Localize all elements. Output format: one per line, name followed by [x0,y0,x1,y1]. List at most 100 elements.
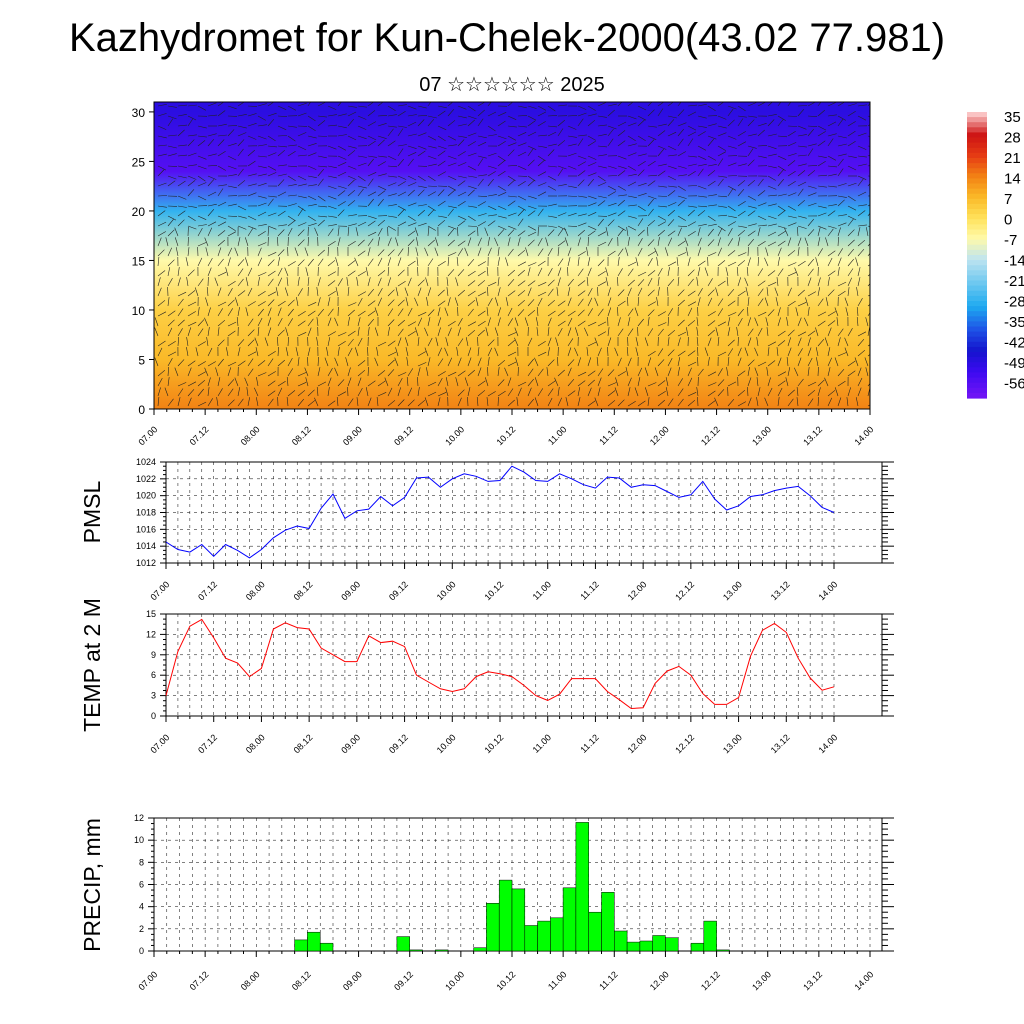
wind-barb [197,215,207,220]
wind-barb [567,247,572,257]
wind-barb [867,383,870,387]
wind-barb [457,269,465,277]
wind-barb [217,165,226,171]
wind-barb [417,115,428,117]
wind-barb [627,135,636,141]
wind-barb [745,287,749,297]
wind-barb [387,369,395,377]
wind-barb [327,291,336,297]
wind-barb [287,194,297,197]
wind-barb [777,155,787,160]
wind-barb [187,269,195,277]
wind-barb [687,301,697,307]
wind-barb [367,102,375,107]
wind-barb [557,168,564,177]
wind-barb [827,320,836,327]
wind-barb [577,105,587,110]
wind-barb [487,134,497,137]
wind-barb [605,227,609,237]
wind-barb [357,185,367,189]
wind-barb [747,317,751,327]
wind-barb [707,138,715,147]
wind-barb [247,149,255,157]
heatmap-xtick-label: 09.00 [341,424,364,447]
wind-barb [157,270,166,277]
wind-barb [807,330,816,337]
wind-barb [597,308,604,317]
wind-barb [507,388,514,397]
wind-barb [277,210,286,217]
wind-barb [304,247,309,257]
wind-barb [467,215,476,222]
wind-barb [395,237,399,247]
wind-barb [227,308,233,317]
wind-barb [206,286,209,297]
wind-barb [227,185,237,189]
wind-barb [397,104,407,107]
wind-barb [457,162,467,167]
wind-barb [637,296,640,307]
wind-barb [227,203,237,207]
wind-barb [477,347,480,357]
wind-barb [187,301,197,307]
wind-barb [577,112,587,117]
wind-barb [467,290,476,297]
wind-barb [377,392,387,397]
wind-barb [847,229,855,237]
wind-barb [457,151,466,157]
colorbar-label: 7 [1004,191,1012,208]
wind-barb [316,386,319,397]
wind-barb [596,356,599,367]
wind-barb [757,361,767,367]
wind-barb [455,277,459,287]
wind-barb [467,396,469,407]
wind-barb [245,307,249,317]
wind-barb [197,125,207,129]
wind-barb [307,310,316,317]
wind-barb [187,164,197,167]
wind-barb [687,367,692,377]
wind-barb [844,347,849,357]
wind-barb [297,390,306,397]
wind-barb [347,111,357,117]
wind-barb [787,262,797,267]
pmsl-xtick-label: 11.00 [531,579,554,602]
wind-barb [597,195,607,199]
wind-barb [517,280,526,287]
wind-barb [407,114,417,117]
wind-barb [417,132,427,137]
wind-barb [677,122,687,127]
wind-barb [676,257,679,267]
wind-barb [587,357,592,367]
wind-barb [594,397,599,407]
wind-barb [687,278,694,287]
wind-barb [457,289,465,297]
wind-barb [467,185,477,190]
wind-barb [497,160,506,167]
wind-barb [817,287,820,297]
wind-barb [327,114,337,117]
wind-barb [397,175,407,180]
wind-barb [197,140,206,147]
temp-xtick-label: 07.12 [196,732,219,755]
wind-barb [756,377,759,387]
wind-barb [494,347,499,357]
wind-barb [787,300,796,307]
wind-barb [767,175,776,181]
wind-barb [256,397,259,407]
wind-barb [827,155,837,161]
precip-bar [524,925,538,952]
wind-barb [357,337,363,347]
wind-barb [327,240,336,247]
wind-barb [507,229,515,237]
wind-barb [447,228,455,237]
wind-barb [217,308,223,317]
wind-barb [587,135,597,141]
wind-barb [296,297,299,307]
wind-barb [747,297,750,307]
colorbar-label: 35 [1004,109,1021,126]
wind-barb [737,141,747,147]
wind-barb [767,165,777,169]
wind-barb [794,367,799,377]
wind-barb [517,261,527,267]
